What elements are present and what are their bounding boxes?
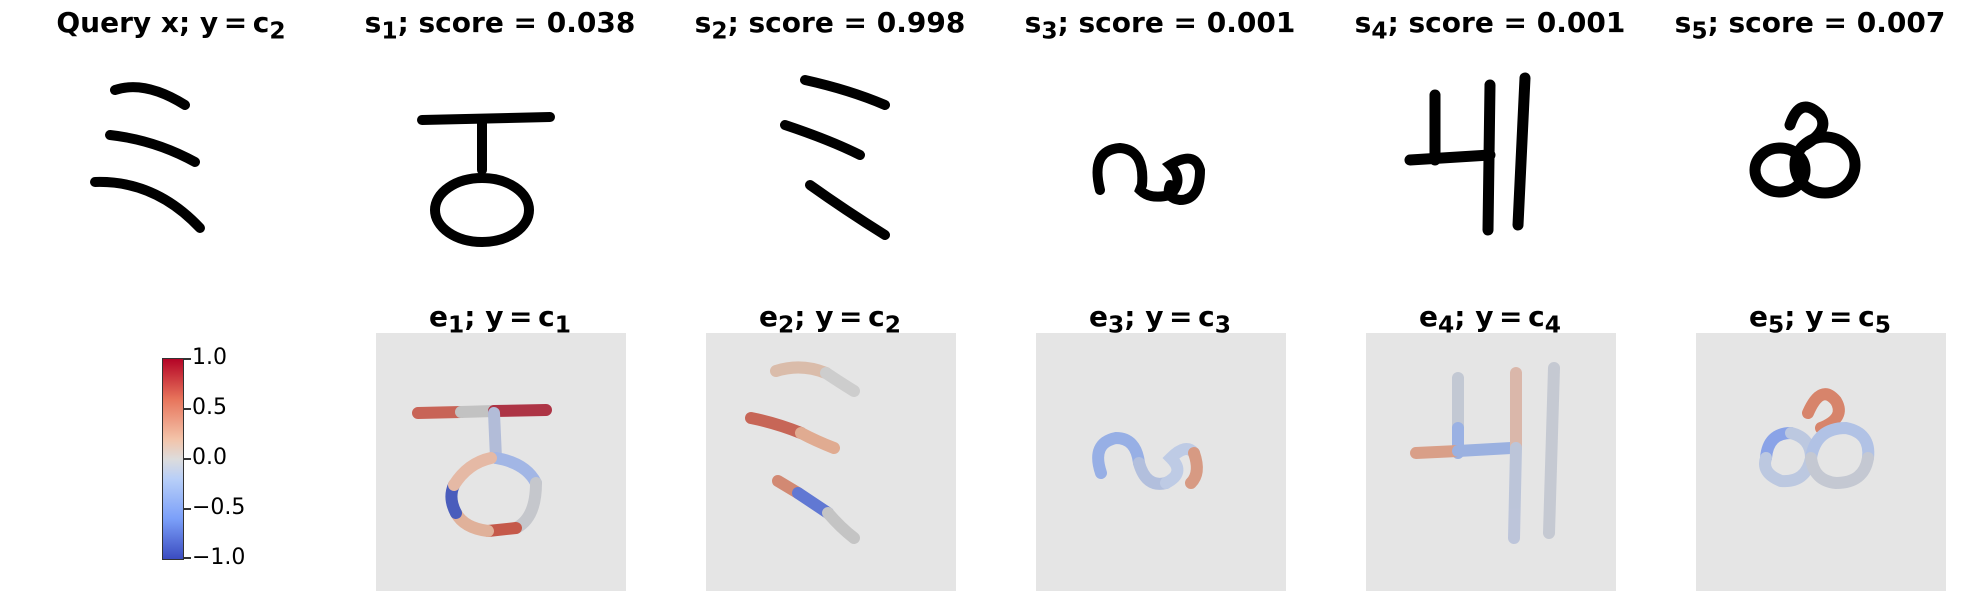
colorbar-label: −1.0 <box>192 545 246 570</box>
explanation-3-title: e3; y = c3 <box>1089 300 1231 339</box>
colorbar-tick <box>183 358 191 360</box>
explanation-2-heatmap <box>745 361 860 544</box>
support-3-glyph <box>1092 142 1206 206</box>
colorbar-tick <box>183 557 191 559</box>
explanation-4-heatmap <box>1410 362 1560 544</box>
explanation-4-title: e4; y = c4 <box>1419 300 1561 339</box>
explanation-4-panel <box>1366 333 1616 591</box>
colorbar-tick <box>183 408 191 410</box>
query-title: Query x; y = c2 <box>56 6 286 45</box>
colorbar <box>162 358 184 560</box>
colorbar-label: 0.5 <box>192 395 227 420</box>
support-5-title: s5; score = 0.007 <box>1674 6 1946 45</box>
colorbar-label: −0.5 <box>192 495 246 520</box>
explanation-3-panel <box>1036 333 1286 591</box>
support-4-glyph <box>1404 72 1531 236</box>
colorbar-tick <box>183 508 191 510</box>
explanation-5-title: e5; y = c5 <box>1749 300 1891 339</box>
support-3-title: s3; score = 0.001 <box>1024 6 1296 45</box>
colorbar-tick <box>183 458 191 460</box>
support-1-glyph <box>417 112 555 247</box>
explanation-3-heatmap <box>1092 431 1203 490</box>
colorbar-label: 0.0 <box>192 445 227 470</box>
support-2-title: s2; score = 0.998 <box>694 6 966 45</box>
support-4-title: s4; score = 0.001 <box>1354 6 1626 45</box>
support-5-glyph <box>1749 101 1861 199</box>
support-2-glyph <box>780 75 890 240</box>
explanation-1-heatmap <box>412 404 552 537</box>
explanation-1-title: e1; y = c1 <box>429 300 571 339</box>
support-1-title: s1; score = 0.038 <box>364 6 636 45</box>
explanation-1-panel <box>376 333 626 591</box>
explanation-5-heatmap <box>1759 388 1875 490</box>
query-glyph <box>90 82 205 233</box>
explanation-5-panel <box>1696 333 1946 591</box>
explanation-2-panel <box>706 333 956 591</box>
colorbar-label: 1.0 <box>192 345 227 370</box>
explanation-2-title: e2; y = c2 <box>759 300 901 339</box>
